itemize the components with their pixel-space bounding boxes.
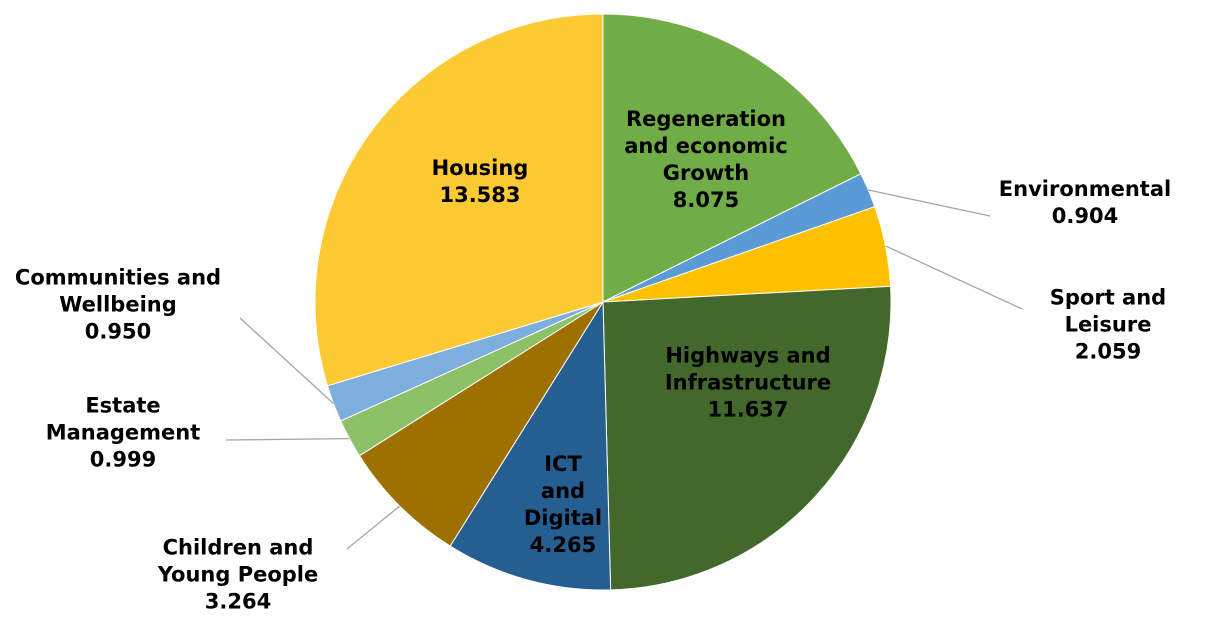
value-label: 13.583 xyxy=(439,183,521,207)
data-label: Children and Young People 3.264 xyxy=(131,535,346,616)
pie-slice xyxy=(602,13,862,303)
category-label: Sport and Leisure xyxy=(1049,285,1167,337)
leader-line xyxy=(868,189,991,217)
pie-slice xyxy=(449,300,612,591)
data-label: Communities and Wellbeing 0.950 xyxy=(13,265,223,346)
pie-slice xyxy=(314,13,604,387)
category-label: Estate Management xyxy=(45,393,201,445)
data-label: Sport and Leisure 2.059 xyxy=(1033,285,1183,366)
pie-slice xyxy=(358,301,604,547)
data-label: Regeneration and economic Growth 8.075 xyxy=(601,106,811,214)
value-label: 0.904 xyxy=(1051,204,1119,228)
value-label: 8.075 xyxy=(672,188,740,212)
value-label: 2.059 xyxy=(1074,339,1142,364)
value-label: 11.637 xyxy=(707,397,789,422)
data-label: Estate Management 0.999 xyxy=(23,393,223,474)
data-label: ICT and Digital 4.265 xyxy=(523,451,603,559)
leader-line xyxy=(346,505,401,550)
data-label: Housing 13.583 xyxy=(380,155,580,209)
leader-line xyxy=(239,317,334,405)
category-label: Communities and Wellbeing xyxy=(14,265,222,317)
category-label: Housing xyxy=(431,156,529,180)
category-label: ICT and Digital xyxy=(523,452,603,530)
leader-line xyxy=(885,245,1023,310)
pie-slice xyxy=(602,285,892,591)
category-label: Regeneration and economic Growth xyxy=(624,107,788,185)
value-label: 0.950 xyxy=(84,319,152,344)
value-label: 3.264 xyxy=(204,589,272,614)
value-label: 4.265 xyxy=(529,533,597,557)
category-label: Highways and Infrastructure xyxy=(664,343,832,395)
data-label: Highways and Infrastructure 11.637 xyxy=(633,343,863,424)
category-label: Environmental xyxy=(998,177,1172,201)
value-label: 0.999 xyxy=(89,447,157,472)
leader-line xyxy=(225,437,350,441)
category-label: Children and Young People xyxy=(157,535,319,587)
data-label: Environmental 0.904 xyxy=(985,176,1185,230)
